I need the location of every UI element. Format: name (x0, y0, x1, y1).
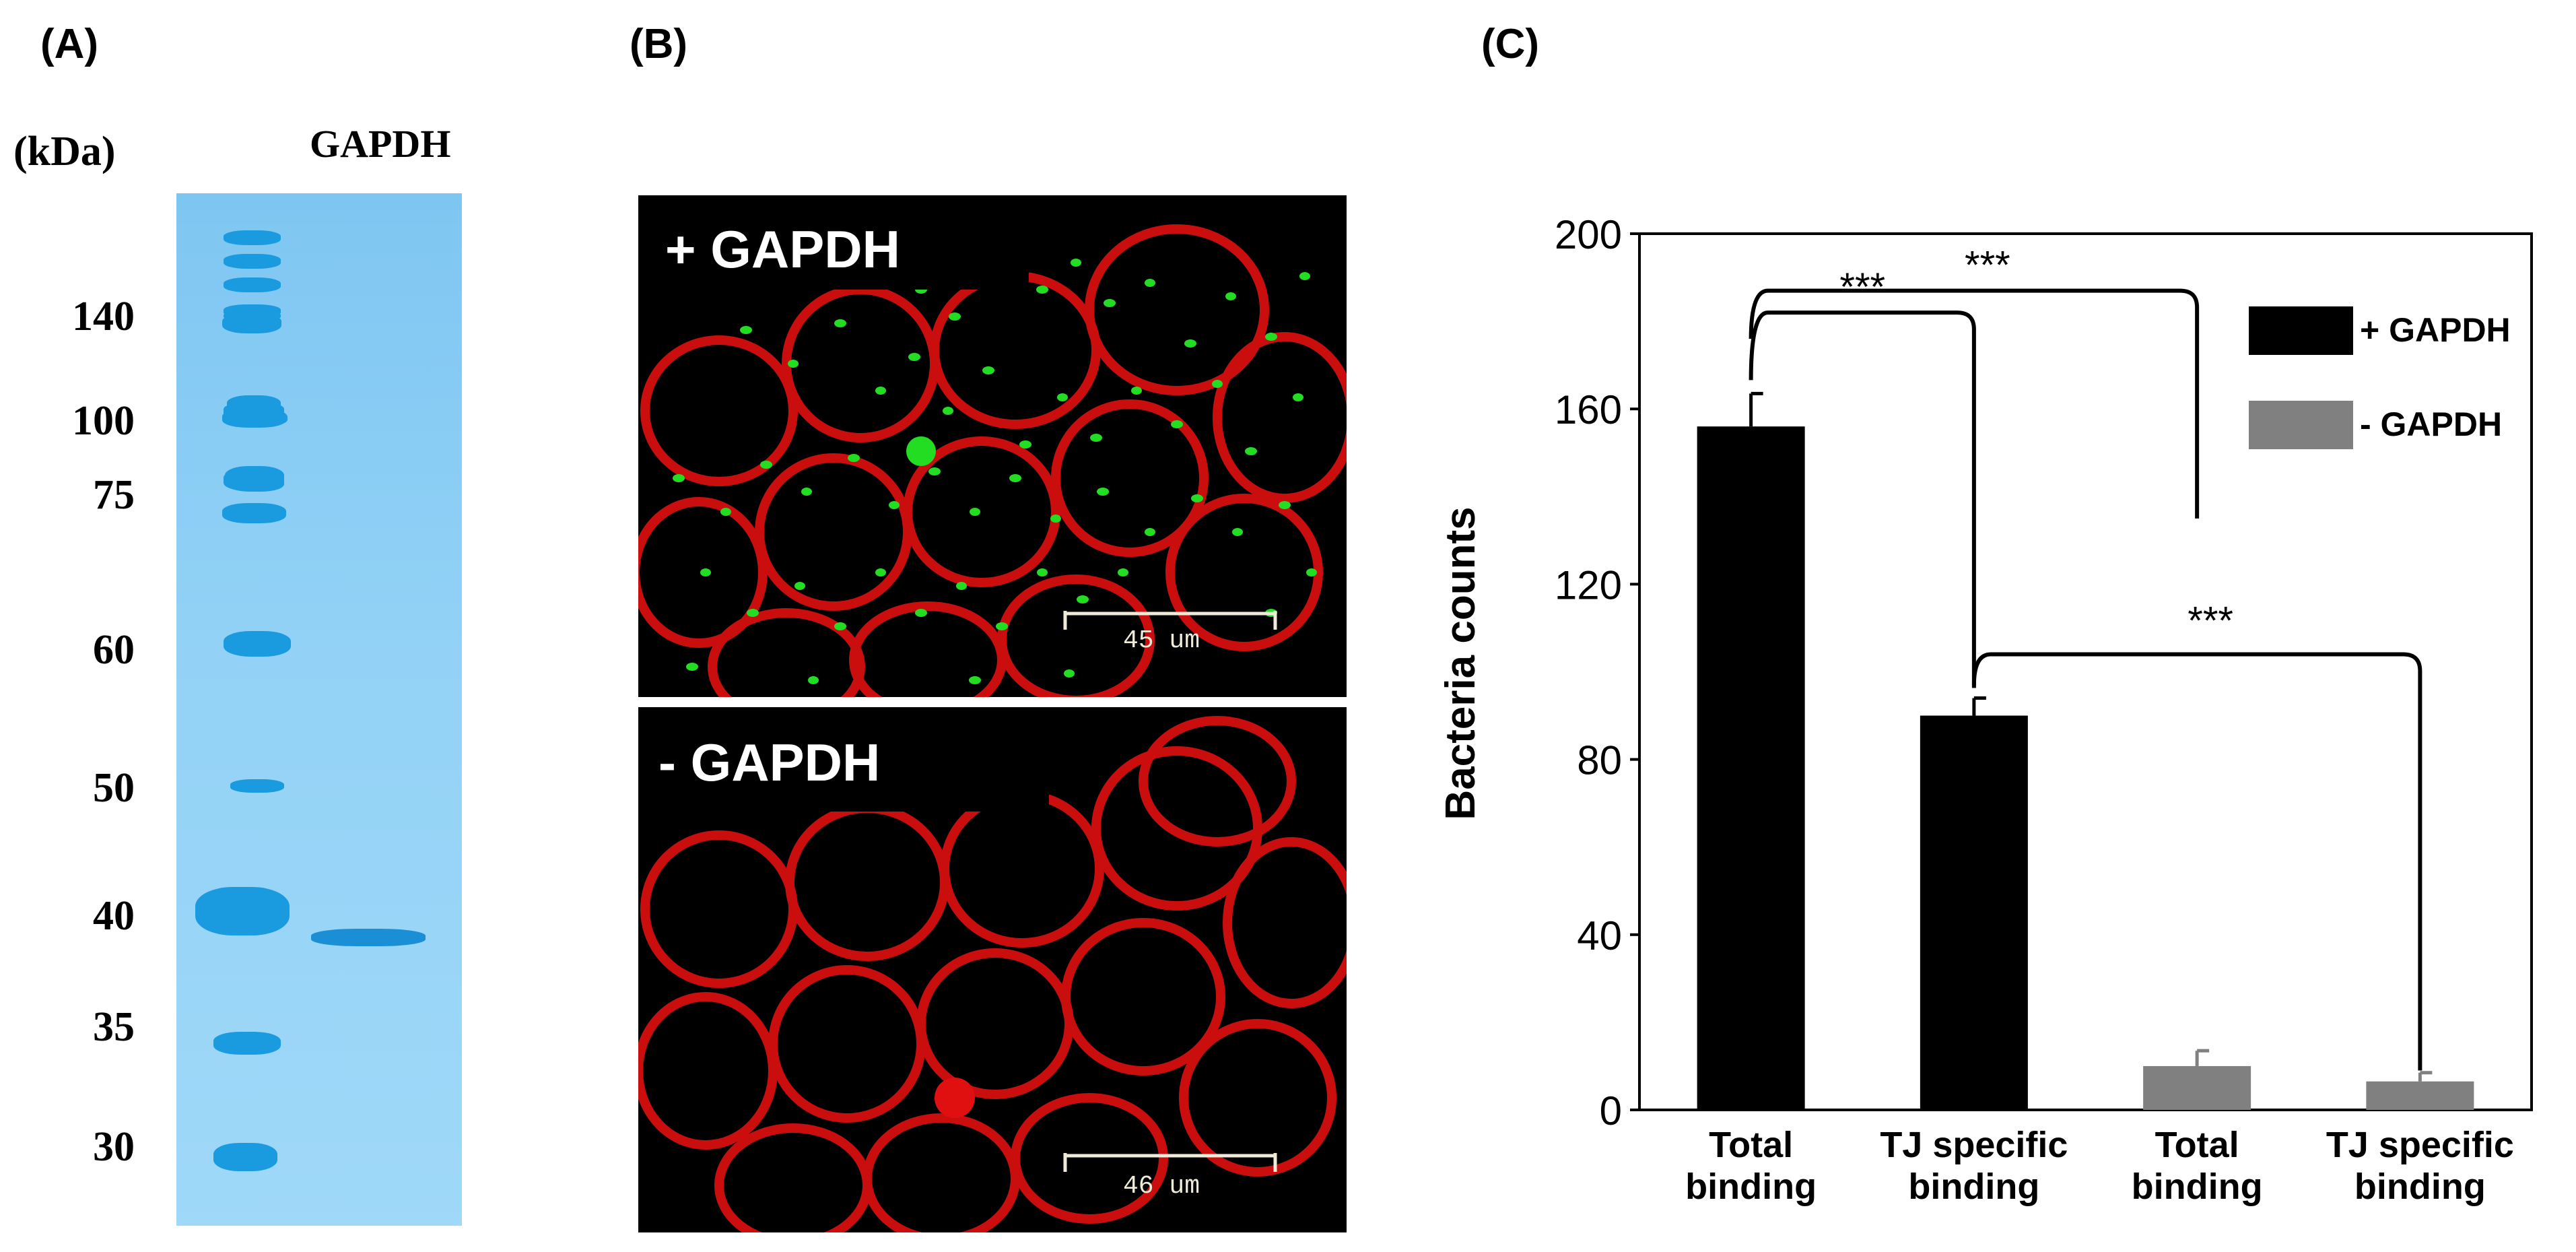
y-axis-label: Bacteria counts (1437, 506, 1484, 820)
marker-50: 50 (93, 765, 135, 811)
plus-gapdh-label: + GAPDH (652, 209, 1029, 290)
ladder-band (224, 254, 281, 269)
x-tick-label: binding (1908, 1166, 2039, 1207)
gel-image (176, 193, 462, 1226)
x-tick-label: Total (2155, 1125, 2239, 1165)
marker-60: 60 (93, 627, 135, 673)
ladder-band (195, 887, 290, 935)
gapdh-band (311, 929, 426, 946)
x-tick-label: binding (2132, 1166, 2263, 1207)
bar (1697, 426, 1805, 1110)
minus-gapdh-label: - GAPDH (645, 714, 1049, 812)
y-tick-label: 0 (1600, 1088, 1622, 1133)
bracket-tj-plus-vs-minus (1971, 652, 2422, 1071)
legend-label: + GAPDH (2360, 311, 2511, 349)
scale-text-top: 45 um (1123, 626, 1200, 655)
y-tick-label: 120 (1555, 562, 1622, 607)
legend-swatch (2249, 306, 2353, 355)
chart-bars (1697, 391, 2474, 1110)
ladder-band (213, 1143, 277, 1171)
significance-label: *** (1839, 265, 1885, 309)
plot-frame (1638, 232, 2533, 1111)
bar (1920, 715, 2028, 1110)
ladder-band (222, 503, 286, 523)
ladder-band (224, 631, 291, 657)
marker-40: 40 (93, 893, 135, 939)
gapdh-lane-label: GAPDH (310, 122, 451, 166)
bar (2143, 1065, 2251, 1110)
micrograph-plus: + GAPDH 45 um (638, 195, 1347, 697)
y-tick-label: 160 (1555, 387, 1622, 432)
bracket-plus-vs-minus-total (1749, 288, 2200, 519)
y-tick-label: 200 (1555, 212, 1622, 257)
scale-bar-bottom (1063, 1153, 1277, 1172)
x-tick-label: binding (1685, 1166, 1817, 1207)
marker-140: 140 (72, 294, 135, 339)
chart-legend: + GAPDH - GAPDH (2249, 306, 2511, 449)
marker-75: 75 (93, 472, 135, 518)
significance-label: *** (1965, 244, 2010, 288)
x-tick-label: Total (1709, 1125, 1793, 1165)
marker-35: 35 (93, 1004, 135, 1050)
bar-chart: Bacteria counts 04080120160200Totalbindi… (1437, 212, 2533, 1207)
ladder-band (224, 230, 281, 245)
scale-bar-top (1063, 611, 1277, 630)
ladder-band (224, 277, 281, 292)
ladder-band (224, 471, 284, 491)
legend-label: - GAPDH (2360, 405, 2502, 443)
x-tick-label: TJ specific (2326, 1125, 2514, 1165)
marker-30: 30 (93, 1124, 135, 1170)
micrograph-minus: - GAPDH 46 um (638, 707, 1347, 1232)
bar (2366, 1081, 2474, 1110)
panel-c-label: (C) (1481, 21, 1540, 67)
x-tick-label: binding (2354, 1166, 2486, 1207)
ladder-band (222, 313, 281, 333)
y-tick-label: 40 (1577, 913, 1622, 958)
significance-brackets: *** *** *** (1749, 244, 2422, 1071)
ladder-band (224, 410, 285, 426)
significance-label: *** (2188, 599, 2233, 643)
scale-text-bottom: 46 um (1123, 1172, 1200, 1201)
ladder-band (230, 779, 284, 793)
bracket-total-vs-tj (1749, 310, 1976, 688)
panel-a-label: (A) (40, 21, 99, 67)
legend-swatch (2249, 401, 2353, 449)
panel-b-label: (B) (630, 21, 688, 67)
y-tick-label: 80 (1577, 738, 1622, 783)
x-tick-label: TJ specific (1880, 1125, 2068, 1165)
ladder-band (213, 1032, 281, 1055)
marker-100: 100 (72, 398, 135, 444)
kda-unit-label: (kDa) (13, 129, 116, 174)
